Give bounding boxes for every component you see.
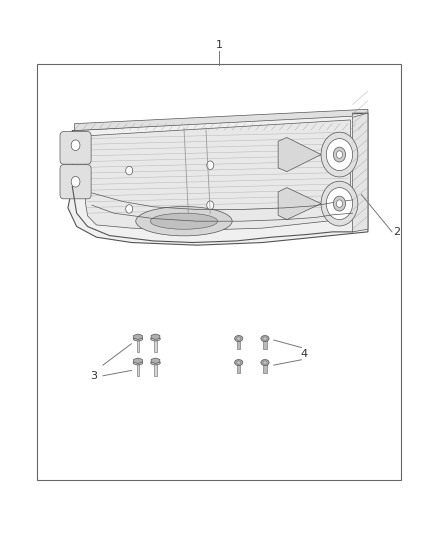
Circle shape	[321, 181, 358, 226]
Polygon shape	[134, 358, 142, 364]
Polygon shape	[353, 113, 368, 232]
Ellipse shape	[133, 337, 143, 341]
Circle shape	[207, 201, 214, 209]
Bar	[263, 338, 267, 349]
Ellipse shape	[261, 359, 269, 366]
Ellipse shape	[263, 361, 267, 364]
Circle shape	[71, 140, 80, 151]
Ellipse shape	[263, 337, 267, 340]
Circle shape	[333, 147, 346, 162]
Ellipse shape	[237, 361, 241, 364]
FancyBboxPatch shape	[60, 132, 91, 164]
Circle shape	[126, 166, 133, 175]
Bar	[137, 339, 139, 352]
Bar	[37, 64, 401, 480]
Bar	[155, 363, 156, 376]
Polygon shape	[151, 358, 160, 364]
Ellipse shape	[235, 359, 243, 366]
Polygon shape	[278, 138, 321, 172]
Text: 1: 1	[215, 41, 223, 50]
Ellipse shape	[151, 361, 160, 365]
Polygon shape	[68, 113, 368, 245]
Bar	[155, 339, 156, 352]
Ellipse shape	[150, 213, 218, 229]
Circle shape	[71, 176, 80, 187]
Ellipse shape	[133, 361, 143, 365]
Bar	[137, 363, 139, 376]
Ellipse shape	[136, 206, 232, 236]
Circle shape	[326, 188, 353, 220]
Circle shape	[336, 151, 343, 158]
Circle shape	[336, 200, 343, 207]
Ellipse shape	[237, 337, 241, 340]
Ellipse shape	[151, 337, 160, 341]
Text: 4: 4	[301, 350, 308, 359]
Circle shape	[126, 205, 133, 213]
Polygon shape	[74, 109, 368, 131]
Bar	[237, 362, 240, 373]
Bar	[263, 362, 267, 373]
Circle shape	[333, 196, 346, 211]
Polygon shape	[134, 334, 142, 340]
FancyBboxPatch shape	[60, 165, 91, 199]
Text: 2: 2	[393, 227, 400, 237]
Circle shape	[321, 132, 358, 177]
Bar	[237, 338, 240, 349]
Polygon shape	[278, 188, 321, 220]
Ellipse shape	[261, 335, 269, 342]
Circle shape	[326, 139, 353, 171]
Polygon shape	[85, 120, 350, 230]
Circle shape	[207, 161, 214, 169]
Text: 3: 3	[91, 371, 98, 381]
Polygon shape	[151, 334, 160, 340]
Ellipse shape	[235, 335, 243, 342]
